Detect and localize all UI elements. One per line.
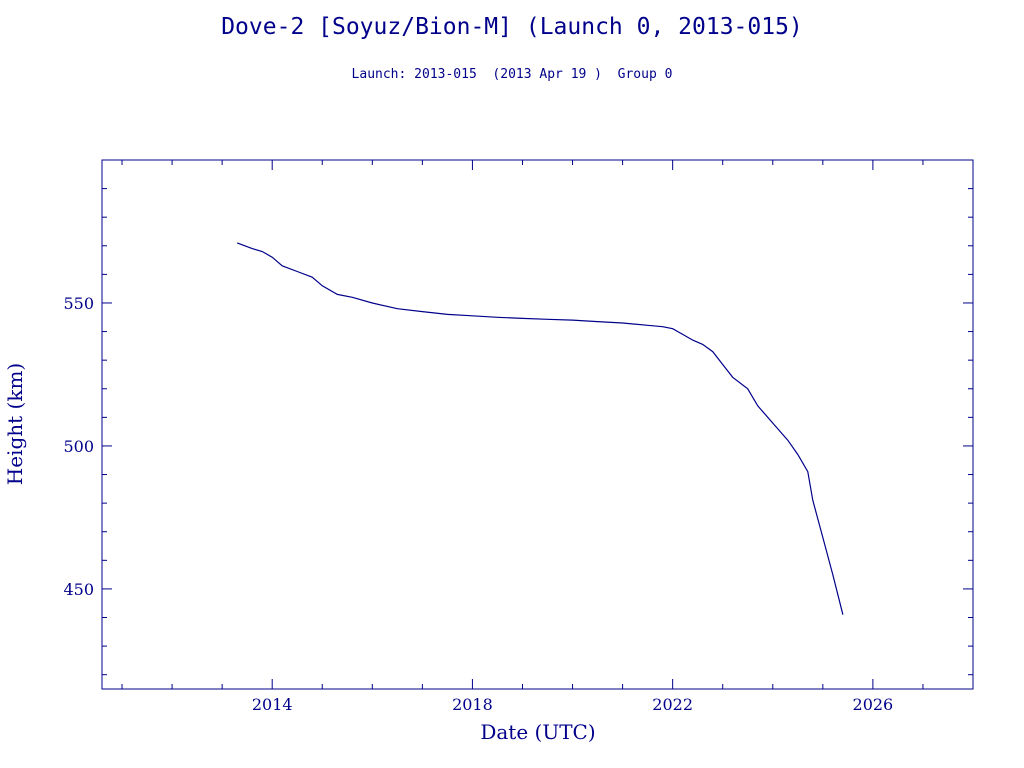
x-axis-label: Date (UTC) (480, 720, 595, 744)
tick-labels: 2014 2018 2022 2026 450 500 550 (63, 294, 893, 714)
x-tick-label: 2018 (452, 695, 493, 714)
x-tick-label: 2026 (853, 695, 894, 714)
tick-marks (102, 159, 974, 689)
series-line (236, 242, 844, 615)
y-tick-label: 550 (63, 294, 94, 313)
x-tick-label: 2014 (252, 695, 293, 714)
y-axis-label: Height (km) (3, 363, 27, 485)
y-tick-label: 450 (63, 580, 94, 599)
chart-title: Dove-2 [Soyuz/Bion-M] (Launch 0, 2013-01… (221, 14, 803, 40)
plot-frame (101, 159, 974, 690)
x-tick-label: 2022 (652, 695, 693, 714)
y-tick-label: 500 (63, 437, 94, 456)
chart-subtitle: Launch: 2013-015 (2013 Apr 19 ) Group 0 (351, 67, 673, 82)
